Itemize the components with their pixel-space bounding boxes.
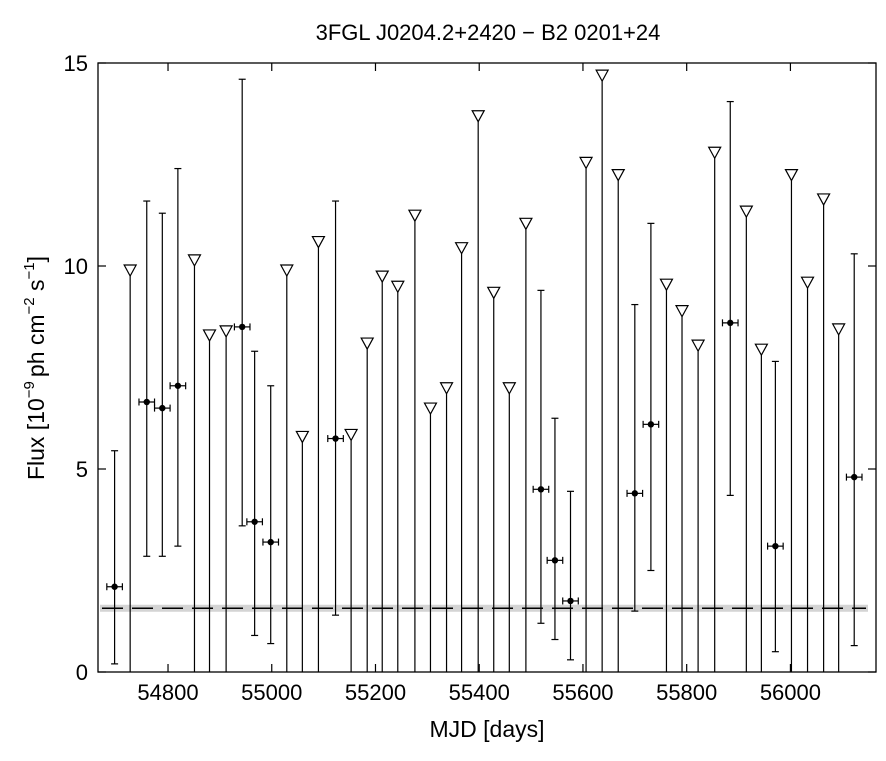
upper-limit-marker (754, 343, 769, 357)
upper-limit-marker (691, 339, 706, 353)
upper-limit-marker (595, 69, 610, 83)
x-tick-label: 54800 (137, 680, 198, 705)
plot-area (100, 69, 868, 672)
x-tick-label: 55600 (552, 680, 613, 705)
upper-limit-marker (219, 325, 234, 339)
y-label-part-3: s (23, 279, 49, 297)
upper-limit-marker (611, 168, 626, 182)
upper-limit-marker (202, 329, 217, 343)
upper-limit-marker (739, 205, 754, 219)
chart-title: 3FGL J0204.2+2420 − B2 0201+24 (316, 20, 661, 45)
detection-point (727, 319, 734, 327)
detection-point (631, 490, 639, 497)
upper-limit-marker (123, 264, 138, 278)
upper-limit-marker (360, 337, 375, 351)
x-tick-label: 56000 (760, 680, 821, 705)
upper-limit-marker (311, 235, 326, 249)
detection-point (159, 404, 166, 412)
y-tick-label: 10 (64, 254, 88, 279)
upper-limit-marker (407, 209, 422, 223)
y-tick-label: 0 (76, 660, 88, 685)
upper-limit-marker (707, 146, 722, 160)
detection-point (537, 486, 545, 493)
upper-limit-marker (486, 286, 501, 300)
axes: 54800 55000 55200 55400 55600 55800 56000 0 5 10 1… (64, 51, 877, 705)
upper-limit-marker (375, 270, 390, 284)
y-label-exp-1: −9 (21, 381, 38, 398)
detection-point (332, 435, 339, 442)
upper-limit-marker (439, 382, 454, 395)
upper-limit-marker (816, 193, 831, 207)
upper-limit-marker (187, 254, 202, 268)
detection-point (772, 542, 779, 550)
y-label-part-1: Flux [10 (23, 398, 49, 480)
x-tick-label: 55400 (449, 680, 510, 705)
detection-point (647, 421, 655, 428)
detection-point (111, 583, 118, 590)
plot-frame (97, 62, 877, 673)
detection-point (251, 518, 258, 525)
detection-point (238, 323, 246, 331)
x-tick-label: 55200 (345, 680, 406, 705)
y-axis-label: Flux [10−9 ph cm−2 s−1] (21, 256, 49, 480)
x-tick-label: 55000 (241, 680, 302, 705)
detection-point (567, 597, 574, 605)
upper-limit-marker (423, 402, 438, 416)
upper-limit-marker (831, 323, 846, 337)
upper-limit-marker (784, 168, 799, 182)
upper-limit-marker (454, 242, 469, 255)
upper-limit-marker (344, 428, 359, 442)
detection-point (143, 398, 150, 406)
y-tick-label: 5 (76, 457, 88, 482)
detection-point (267, 538, 274, 546)
upper-limit-marker (390, 280, 405, 294)
x-axis-label: MJD [days] (429, 716, 544, 742)
y-tick-label: 15 (64, 51, 88, 76)
upper-limit-marker (502, 382, 517, 395)
detection-point (551, 557, 559, 564)
upper-limit-marker (659, 278, 674, 292)
upper-limit-marker (579, 156, 594, 170)
y-label-exp-2: −2 (21, 297, 38, 314)
x-tick-label: 55800 (656, 680, 717, 705)
detection-point (174, 382, 182, 389)
upper-limit-marker (295, 430, 310, 444)
detection-point (851, 473, 858, 481)
y-label-part-4: ] (23, 256, 49, 262)
upper-limit-marker (518, 217, 533, 231)
upper-limit-marker (471, 110, 486, 123)
y-label-part-2: ph cm (23, 314, 49, 377)
upper-limit-marker (800, 276, 815, 290)
upper-limit-marker (675, 305, 690, 318)
upper-limit-marker (279, 264, 294, 278)
y-label-exp-3: −1 (21, 262, 38, 279)
